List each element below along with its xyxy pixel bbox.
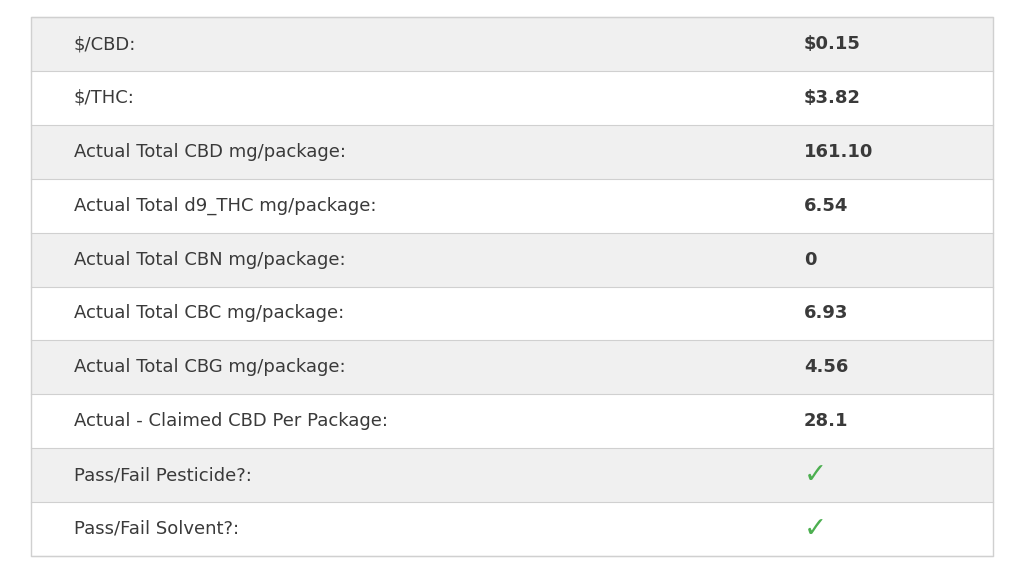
Bar	[31, 286, 993, 340]
Text: 6.54: 6.54	[804, 197, 848, 215]
Text: ✓: ✓	[804, 515, 827, 543]
Text: 4.56: 4.56	[804, 358, 848, 376]
Text: $/THC:: $/THC:	[74, 89, 134, 107]
Text: $0.15: $0.15	[804, 35, 861, 53]
Text: Actual - Claimed CBD Per Package:: Actual - Claimed CBD Per Package:	[74, 412, 388, 430]
Bar	[31, 179, 993, 233]
Text: Actual Total CBG mg/package:: Actual Total CBG mg/package:	[74, 358, 345, 376]
Bar	[31, 394, 993, 448]
Text: Actual Total CBN mg/package:: Actual Total CBN mg/package:	[74, 250, 345, 269]
Text: Pass/Fail Solvent?:: Pass/Fail Solvent?:	[74, 520, 239, 538]
Text: 0: 0	[804, 250, 816, 269]
Bar	[31, 233, 993, 286]
Text: Actual Total CBC mg/package:: Actual Total CBC mg/package:	[74, 304, 344, 323]
Text: Pass/Fail Pesticide?:: Pass/Fail Pesticide?:	[74, 466, 252, 484]
Bar	[31, 448, 993, 502]
Text: 6.93: 6.93	[804, 304, 848, 323]
Text: 161.10: 161.10	[804, 143, 873, 161]
Bar	[31, 125, 993, 179]
Bar	[31, 340, 993, 394]
Text: Actual Total d9_THC mg/package:: Actual Total d9_THC mg/package:	[74, 197, 376, 215]
Text: $3.82: $3.82	[804, 89, 861, 107]
Bar	[31, 17, 993, 71]
Bar	[31, 71, 993, 125]
Bar	[31, 502, 993, 556]
Text: Actual Total CBD mg/package:: Actual Total CBD mg/package:	[74, 143, 346, 161]
Text: ✓: ✓	[804, 461, 827, 489]
Text: $/CBD:: $/CBD:	[74, 35, 136, 53]
Text: 28.1: 28.1	[804, 412, 848, 430]
